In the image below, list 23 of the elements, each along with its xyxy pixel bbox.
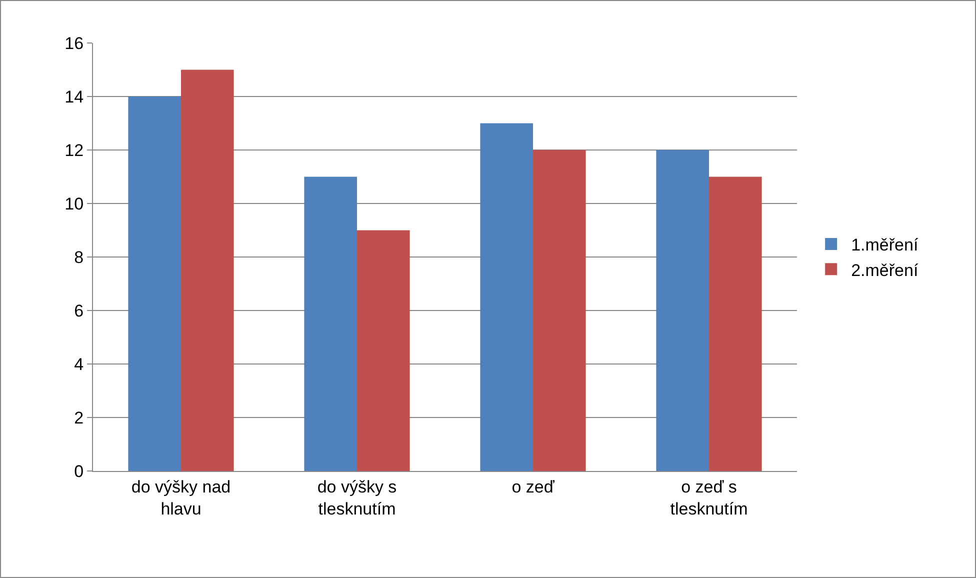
x-tick-label: o zeď s tlesknutím (670, 477, 748, 518)
x-tick-label: do výšky s tlesknutím (317, 477, 397, 518)
y-tick-label: 10 (64, 194, 84, 214)
y-tick-label: 16 (64, 34, 84, 53)
y-tick-label: 12 (64, 140, 84, 160)
bar (480, 123, 533, 471)
legend-label: 1.měření (851, 236, 918, 255)
bar (304, 176, 357, 471)
y-tick-label: 2 (74, 408, 84, 428)
y-tick-label: 14 (64, 87, 84, 106)
bar (181, 70, 234, 471)
y-tick-label: 4 (74, 354, 84, 374)
x-tick-label: do výšky nad hlavu (131, 477, 231, 518)
bar (357, 230, 410, 471)
bar (656, 150, 709, 471)
bar (533, 150, 586, 471)
bar (128, 96, 181, 471)
legend-label: 2.měření (851, 260, 918, 280)
x-tick-label: o zeď (512, 477, 555, 496)
y-tick-label: 6 (74, 301, 84, 320)
bar (709, 176, 762, 471)
y-tick-label: 0 (74, 462, 84, 481)
y-tick-label: 8 (74, 248, 84, 267)
